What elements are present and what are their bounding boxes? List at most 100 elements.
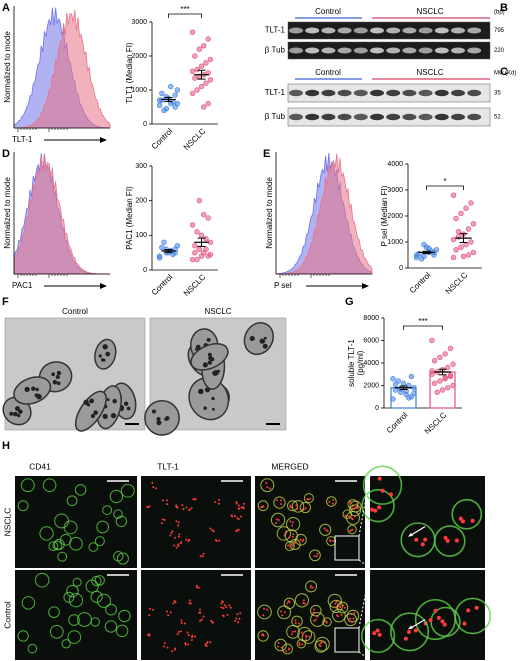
tlt1-dot [295,504,298,507]
data-point [207,77,214,83]
data-point [447,372,454,379]
data-point [163,105,169,112]
cell-ring [115,515,128,528]
cell-ring [286,625,300,639]
data-point [468,200,474,206]
tlt1-dot [287,600,290,603]
granule [207,360,212,365]
tlt1-dot [177,630,180,633]
pointer-head [408,532,413,537]
platelet [144,399,180,436]
cell-ring [273,496,286,509]
tlt1-dot [290,543,293,546]
x-tick-label: Control [385,410,410,435]
cell-ring [63,520,78,535]
tlt1-dot [433,608,438,613]
panel-label: H [2,440,10,452]
granule [126,406,131,411]
tlt1-dot [302,538,305,541]
data-point [439,387,446,393]
data-point [453,215,459,222]
cell-ring [277,605,292,620]
tlt1-dot [460,519,465,524]
micrograph-label: Control [62,307,88,316]
band [467,27,482,34]
band [289,47,303,54]
tlt1-dot [209,527,212,530]
tlt1-dot [275,499,278,502]
data-point [159,97,165,103]
histogram-x-label: PAC1 [12,281,33,290]
tlt1-dot [176,543,179,546]
cell-ring [69,536,83,551]
tlt1-dot [170,532,173,535]
y-tick-label: 3000 [131,19,147,26]
tlt1-dot [220,602,223,605]
tlt1-dot [326,530,329,533]
data-point [460,253,467,259]
data-point [194,256,200,263]
tlt1-dot [301,540,304,543]
tlt1-dot [328,500,331,503]
cell-ring [336,601,349,614]
granule [206,337,211,342]
micrograph [255,570,365,660]
tlt1-dot [188,599,191,602]
cell-ring [310,604,322,617]
data-point [442,351,448,357]
cell-ring [74,484,87,496]
band [321,47,336,54]
band [337,89,352,97]
tlt1-dot [354,506,357,509]
tlt1-dot [291,524,294,527]
y-tick-label: 300 [135,163,147,170]
significance-bracket [168,13,202,18]
data-point [156,102,163,109]
tlt1-dot [220,606,223,609]
tlt1-dot [298,642,301,645]
granule [52,379,58,385]
tlt1-dot [235,501,238,504]
band [467,113,482,121]
tlt1-dot [306,498,309,501]
tlt1-dot [266,486,269,489]
y-tick-label: 2000 [363,382,379,389]
tlt1-dot [186,631,189,634]
data-point [453,247,459,253]
tlt1-dot [344,514,347,517]
tlt1-dot [234,620,237,623]
granule [35,387,39,392]
cell-ring [42,478,57,492]
tlt1-dot [166,503,169,506]
band [418,113,433,121]
x-tick-label: NSCLC [444,270,470,296]
tlt1-dot [235,530,238,533]
granule [17,409,23,414]
tlt1-dot [162,645,165,648]
histogram-area [13,153,111,275]
significance-bracket [403,325,443,330]
platelet [74,390,107,432]
size-label: 52 [494,115,501,121]
data-point [450,254,457,261]
cell-ring [361,618,396,654]
significance-label: *** [180,5,189,14]
data-point [205,36,211,42]
tlt1-dot [279,610,282,613]
tlt1-dot [269,487,272,490]
tlt1-dot [349,530,352,533]
tlt1-dot [242,507,245,510]
data-point [468,239,474,245]
cell-ring [326,536,337,547]
tlt1-dot [304,507,307,510]
band [386,89,401,97]
tlt1-dot [352,617,355,620]
cell-ring [361,488,395,523]
granule [51,372,56,377]
tlt1-dot [175,520,178,523]
micrograph [141,570,251,660]
tlt1-dot [302,599,305,602]
tlt1-dot [277,641,280,644]
tlt1-dot [202,552,205,555]
tlt1-dot [302,602,305,605]
